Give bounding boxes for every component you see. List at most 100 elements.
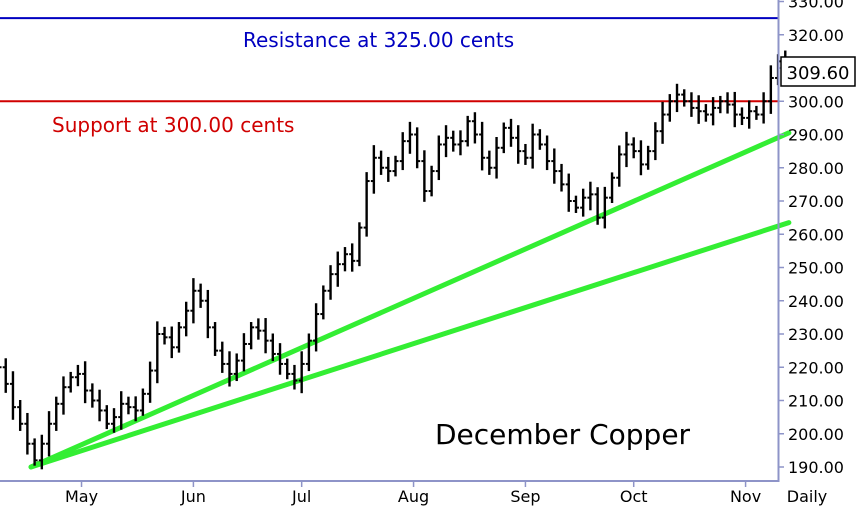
price-bar xyxy=(334,251,341,287)
price-bar xyxy=(204,289,211,339)
price-bar xyxy=(544,135,551,171)
price-bar xyxy=(594,187,601,225)
price-bar xyxy=(262,318,269,354)
price-bar xyxy=(637,140,644,176)
price-bar xyxy=(702,104,709,122)
price-bar xyxy=(132,396,139,422)
price-bar xyxy=(103,405,110,430)
price-bar xyxy=(486,150,493,175)
price-bar xyxy=(536,129,543,150)
price-bar xyxy=(421,150,428,202)
price-bar xyxy=(580,188,587,217)
price-bar xyxy=(349,243,356,272)
price-bar xyxy=(630,137,637,159)
price-bar xyxy=(212,322,219,356)
price-bar xyxy=(767,65,774,114)
price-bar xyxy=(753,105,760,120)
price-bar xyxy=(479,121,486,171)
price-bar xyxy=(248,322,255,350)
price-bar xyxy=(529,123,536,169)
price-bar xyxy=(74,364,81,387)
y-tick-label: 320.00 xyxy=(788,26,844,45)
price-bar xyxy=(616,145,623,187)
y-tick-label: 250.00 xyxy=(788,259,844,278)
price-bar xyxy=(565,173,572,212)
price-bar xyxy=(428,165,435,197)
chart-title: December Copper xyxy=(435,418,691,451)
price-bar xyxy=(435,135,442,181)
price-bar xyxy=(305,333,312,372)
price-bar xyxy=(666,94,673,122)
y-tick-label: 220.00 xyxy=(788,358,844,377)
x-tick-label: May xyxy=(65,487,98,506)
y-tick-label: 260.00 xyxy=(788,225,844,244)
price-bar xyxy=(659,101,666,144)
price-bar xyxy=(226,351,233,387)
price-bar xyxy=(688,92,695,117)
price-bar xyxy=(168,326,175,359)
price-bar xyxy=(414,127,421,169)
x-tick-label: Oct xyxy=(620,487,648,506)
price-bar xyxy=(406,121,413,154)
price-bar xyxy=(731,91,738,128)
price-bar xyxy=(82,361,89,404)
price-bar xyxy=(89,383,96,408)
price-bar xyxy=(464,115,471,147)
price-bar xyxy=(710,97,717,126)
price-bar xyxy=(717,95,724,114)
price-bar xyxy=(240,333,247,372)
price-bar xyxy=(313,303,320,352)
price-bar xyxy=(601,186,608,229)
price-bar xyxy=(399,132,406,171)
price-bar xyxy=(558,163,565,192)
price-bar xyxy=(139,388,146,416)
x-tick-label: Jul xyxy=(291,487,311,506)
x-tick-label: Nov xyxy=(730,487,761,506)
y-tick-label: 330.00 xyxy=(788,0,844,12)
price-bar xyxy=(67,371,74,393)
period-label: Daily xyxy=(787,487,827,506)
price-bar xyxy=(378,150,385,175)
plot-background xyxy=(0,0,778,482)
price-bar xyxy=(363,172,370,237)
price-bars xyxy=(0,50,792,470)
price-bar xyxy=(255,318,262,340)
price-bar xyxy=(385,156,392,182)
trendlines xyxy=(28,130,792,470)
price-bar xyxy=(724,92,731,114)
price-bar xyxy=(60,376,67,415)
price-bar xyxy=(154,321,161,384)
trendline-2 xyxy=(28,220,792,470)
price-bar xyxy=(111,408,118,433)
y-tick-label: 300.00 xyxy=(788,92,844,111)
level-lines xyxy=(0,17,778,103)
x-axis-ticks: May Jun Jul Aug Sep Oct Nov xyxy=(65,482,761,506)
x-tick-label: Sep xyxy=(510,487,540,506)
price-bar xyxy=(587,181,594,211)
last-price-badge: 309.60 xyxy=(780,56,856,87)
price-bar xyxy=(46,411,53,457)
price-bar xyxy=(457,130,464,156)
price-bar xyxy=(269,333,276,362)
price-bar xyxy=(370,145,377,194)
price-bar xyxy=(500,122,507,154)
price-bar xyxy=(443,125,450,158)
price-bar xyxy=(0,366,2,369)
last-price-value: 309.60 xyxy=(787,63,850,84)
resistance-label: Resistance at 325.00 cents xyxy=(243,28,514,52)
price-bar xyxy=(652,122,659,161)
price-bar xyxy=(450,130,457,152)
price-bar xyxy=(356,222,363,267)
price-bar xyxy=(96,389,103,422)
price-bar xyxy=(551,148,558,184)
price-bar xyxy=(471,112,478,144)
price-bar xyxy=(31,438,38,466)
price-bar xyxy=(572,195,579,213)
y-tick-label: 270.00 xyxy=(788,192,844,211)
last-price-box xyxy=(780,56,856,87)
y-tick-label: 240.00 xyxy=(788,292,844,311)
price-bar xyxy=(147,361,154,403)
price-bar xyxy=(760,92,767,124)
price-bar xyxy=(522,143,529,165)
price-bar xyxy=(183,301,190,337)
